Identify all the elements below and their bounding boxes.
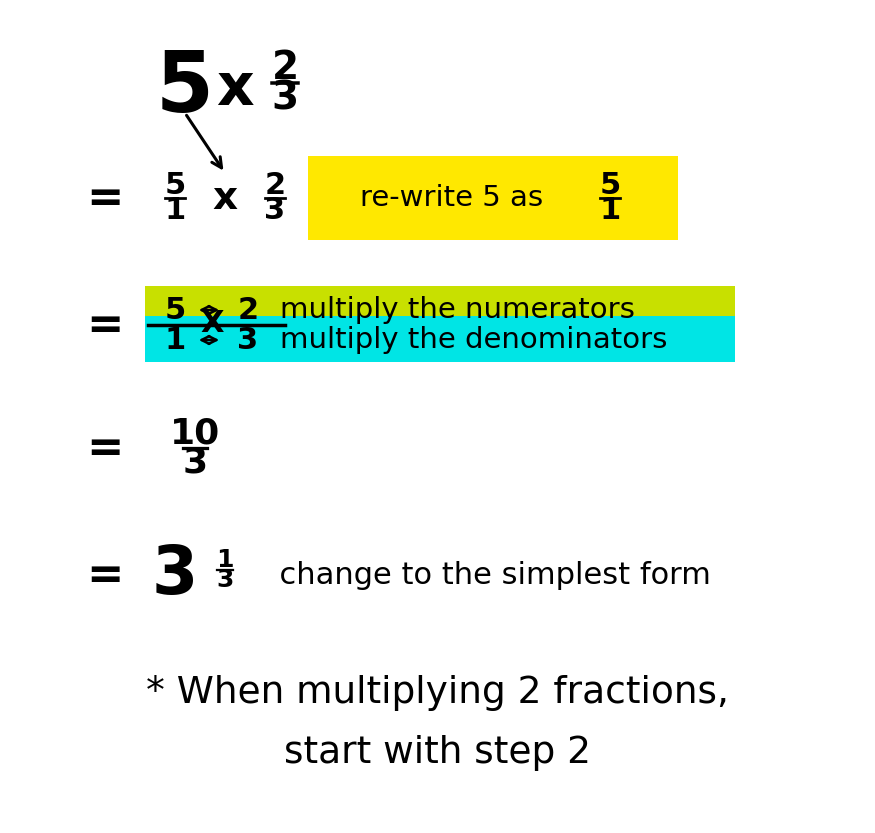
Text: =: = bbox=[87, 553, 123, 596]
Text: multiply the numerators: multiply the numerators bbox=[280, 296, 635, 324]
Text: 3: 3 bbox=[216, 568, 234, 592]
Text: x: x bbox=[216, 59, 254, 117]
Text: =: = bbox=[87, 303, 123, 347]
Text: 3: 3 bbox=[152, 542, 198, 608]
Text: * When multiplying 2 fractions,: * When multiplying 2 fractions, bbox=[145, 675, 728, 711]
Bar bbox=[145, 316, 735, 362]
Text: 1: 1 bbox=[164, 326, 186, 355]
Text: 5: 5 bbox=[599, 172, 620, 201]
Bar bbox=[308, 156, 678, 240]
Text: 5: 5 bbox=[156, 47, 214, 128]
Text: 5: 5 bbox=[164, 296, 186, 325]
Text: 1: 1 bbox=[216, 548, 234, 572]
Text: re-write 5 as: re-write 5 as bbox=[360, 184, 552, 212]
Text: 3: 3 bbox=[271, 79, 298, 117]
Text: 3: 3 bbox=[264, 196, 285, 225]
Text: x: x bbox=[213, 179, 238, 217]
Text: multiply the denominators: multiply the denominators bbox=[280, 326, 668, 354]
Text: 2: 2 bbox=[237, 296, 259, 325]
Text: start with step 2: start with step 2 bbox=[284, 735, 591, 771]
Text: 10: 10 bbox=[170, 416, 220, 451]
Text: =: = bbox=[87, 177, 123, 220]
Text: 1: 1 bbox=[599, 196, 620, 225]
Text: 5: 5 bbox=[164, 172, 186, 201]
Text: 3: 3 bbox=[183, 446, 207, 479]
Text: 1: 1 bbox=[164, 196, 186, 225]
Text: 2: 2 bbox=[271, 48, 298, 87]
Text: =: = bbox=[87, 426, 123, 470]
Text: X: X bbox=[200, 308, 224, 337]
Text: change to the simplest form: change to the simplest form bbox=[260, 561, 711, 590]
Text: 2: 2 bbox=[264, 172, 285, 201]
Bar bbox=[145, 286, 735, 332]
Text: 3: 3 bbox=[237, 326, 259, 355]
